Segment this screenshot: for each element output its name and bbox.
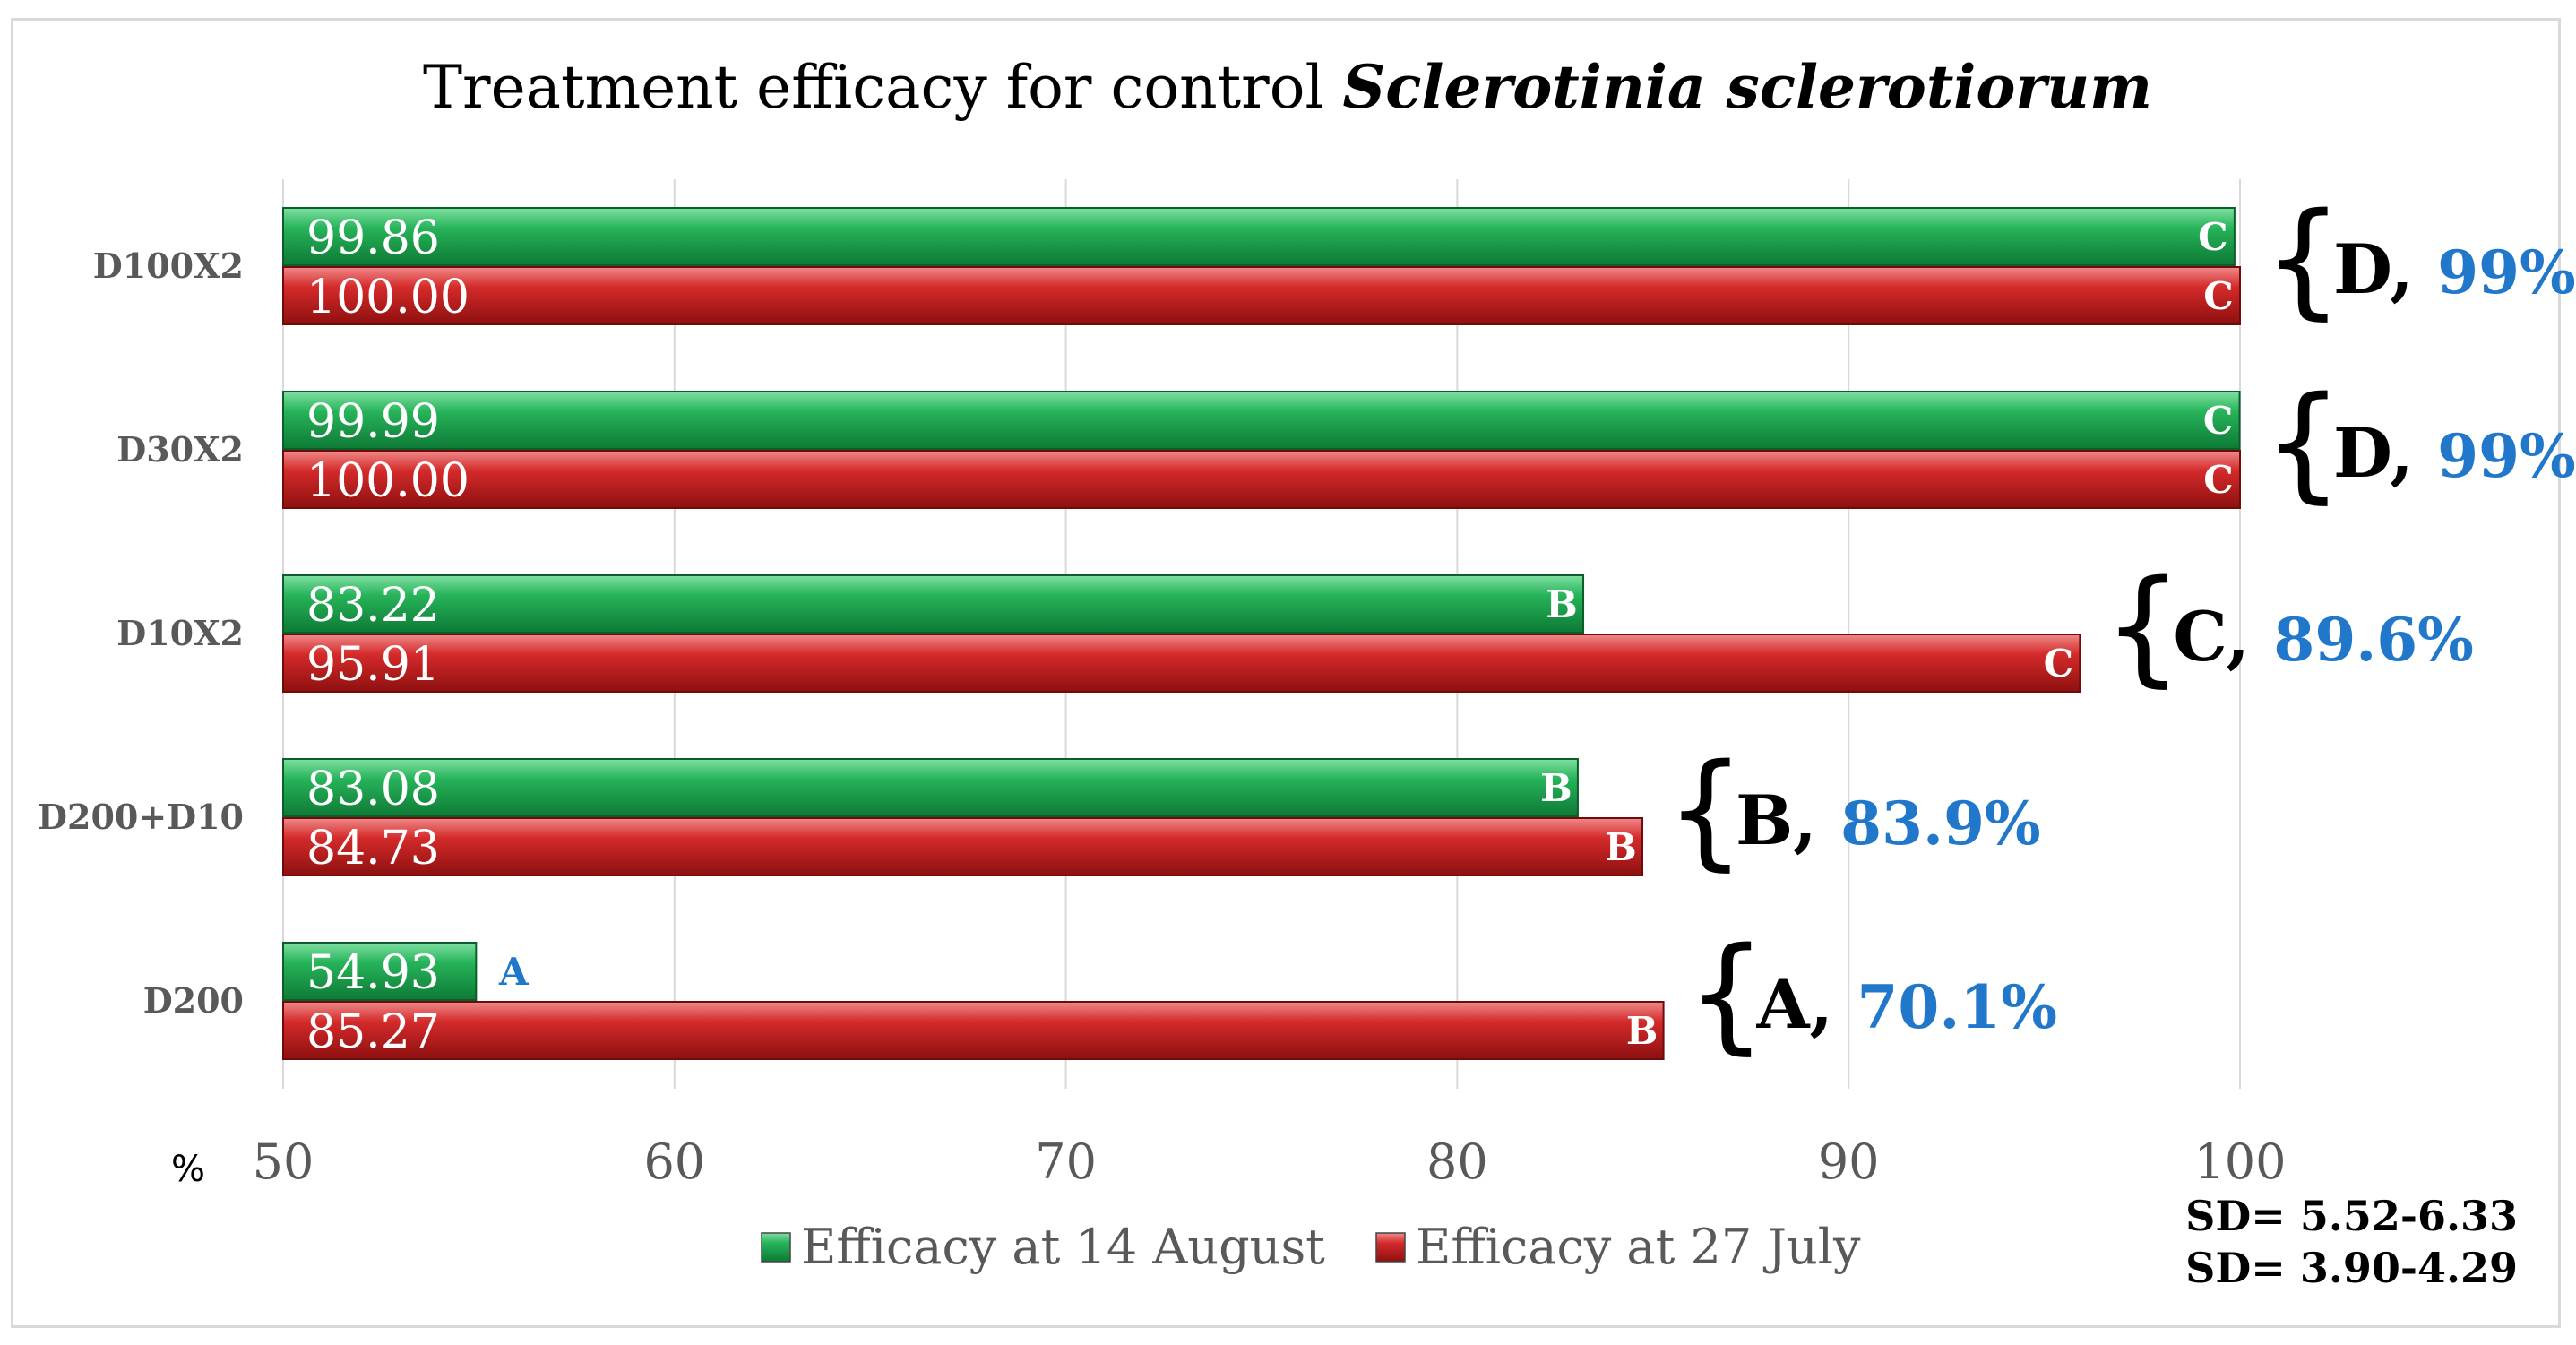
- data-label: 54.93: [306, 946, 440, 1000]
- group-annotation: A, 70.1%: [1756, 964, 2057, 1044]
- bar: [282, 450, 2241, 509]
- data-label: 99.99: [306, 395, 440, 449]
- bars-layer: [282, 207, 2241, 1060]
- text-layer: Treatment efficacy for control Sclerotin…: [38, 52, 2576, 1292]
- data-label: 84.73: [306, 822, 440, 875]
- group-annotation: B, 83.9%: [1736, 780, 2041, 860]
- brace: {: [2103, 554, 2183, 700]
- bar: [282, 391, 2241, 450]
- significance-letter: B: [1546, 582, 1578, 626]
- bar: [282, 817, 1644, 876]
- bar: [282, 942, 478, 1001]
- x-tick-label: 100: [2193, 1134, 2286, 1190]
- brace: {: [2263, 186, 2343, 332]
- x-tick-label: 50: [253, 1134, 314, 1190]
- significance-letter: C: [2203, 274, 2233, 318]
- brace: {: [1666, 737, 1745, 884]
- x-axis-label: %: [171, 1149, 205, 1190]
- sd-note: SD= 5.52-6.33: [2185, 1192, 2518, 1240]
- bar: [282, 758, 1579, 817]
- group-annotation: C, 89.6%: [2173, 597, 2474, 677]
- group-annotation: D, 99%: [2333, 229, 2576, 309]
- sd-note: SD= 3.90-4.29: [2185, 1244, 2518, 1292]
- significance-letter: A: [498, 950, 530, 994]
- category-label: D200: [143, 980, 244, 1021]
- brace: {: [1687, 921, 1767, 1067]
- x-tick-label: 90: [1818, 1134, 1880, 1190]
- legend-swatch: [1375, 1232, 1406, 1263]
- significance-letter: B: [1626, 1009, 1658, 1053]
- data-label: 99.86: [306, 211, 440, 265]
- significance-letter: C: [2044, 642, 2073, 685]
- bar: [282, 634, 2081, 693]
- x-tick-label: 80: [1426, 1134, 1488, 1190]
- legend-label: Efficacy at 27 July: [1416, 1219, 1861, 1275]
- legend-swatch: [761, 1232, 791, 1263]
- category-label: D30X2: [116, 429, 244, 470]
- brace: {: [2263, 370, 2343, 516]
- category-label: D200+D10: [38, 797, 244, 837]
- x-tick-label: 70: [1035, 1134, 1097, 1190]
- data-label: 83.08: [306, 763, 440, 816]
- bar: [282, 207, 2236, 266]
- data-label: 100.00: [306, 271, 470, 324]
- significance-letter: C: [2203, 399, 2233, 443]
- group-annotation: D, 99%: [2333, 413, 2576, 493]
- chart-title: Treatment efficacy for control Sclerotin…: [423, 52, 2152, 122]
- category-label: D100X2: [93, 246, 244, 286]
- significance-letter: C: [2198, 215, 2227, 259]
- data-label: 100.00: [306, 454, 470, 508]
- data-label: 95.91: [306, 638, 440, 692]
- significance-letter: B: [1540, 766, 1572, 810]
- x-tick-label: 60: [643, 1134, 705, 1190]
- data-label: 85.27: [306, 1005, 440, 1059]
- category-label: D10X2: [116, 613, 244, 653]
- bar: [282, 574, 1585, 634]
- bar: [282, 266, 2241, 325]
- significance-letter: C: [2203, 458, 2233, 502]
- significance-letter: B: [1605, 825, 1637, 869]
- data-label: 83.22: [306, 579, 440, 633]
- bar: [282, 1001, 1665, 1060]
- legend-label: Efficacy at 14 August: [801, 1219, 1325, 1275]
